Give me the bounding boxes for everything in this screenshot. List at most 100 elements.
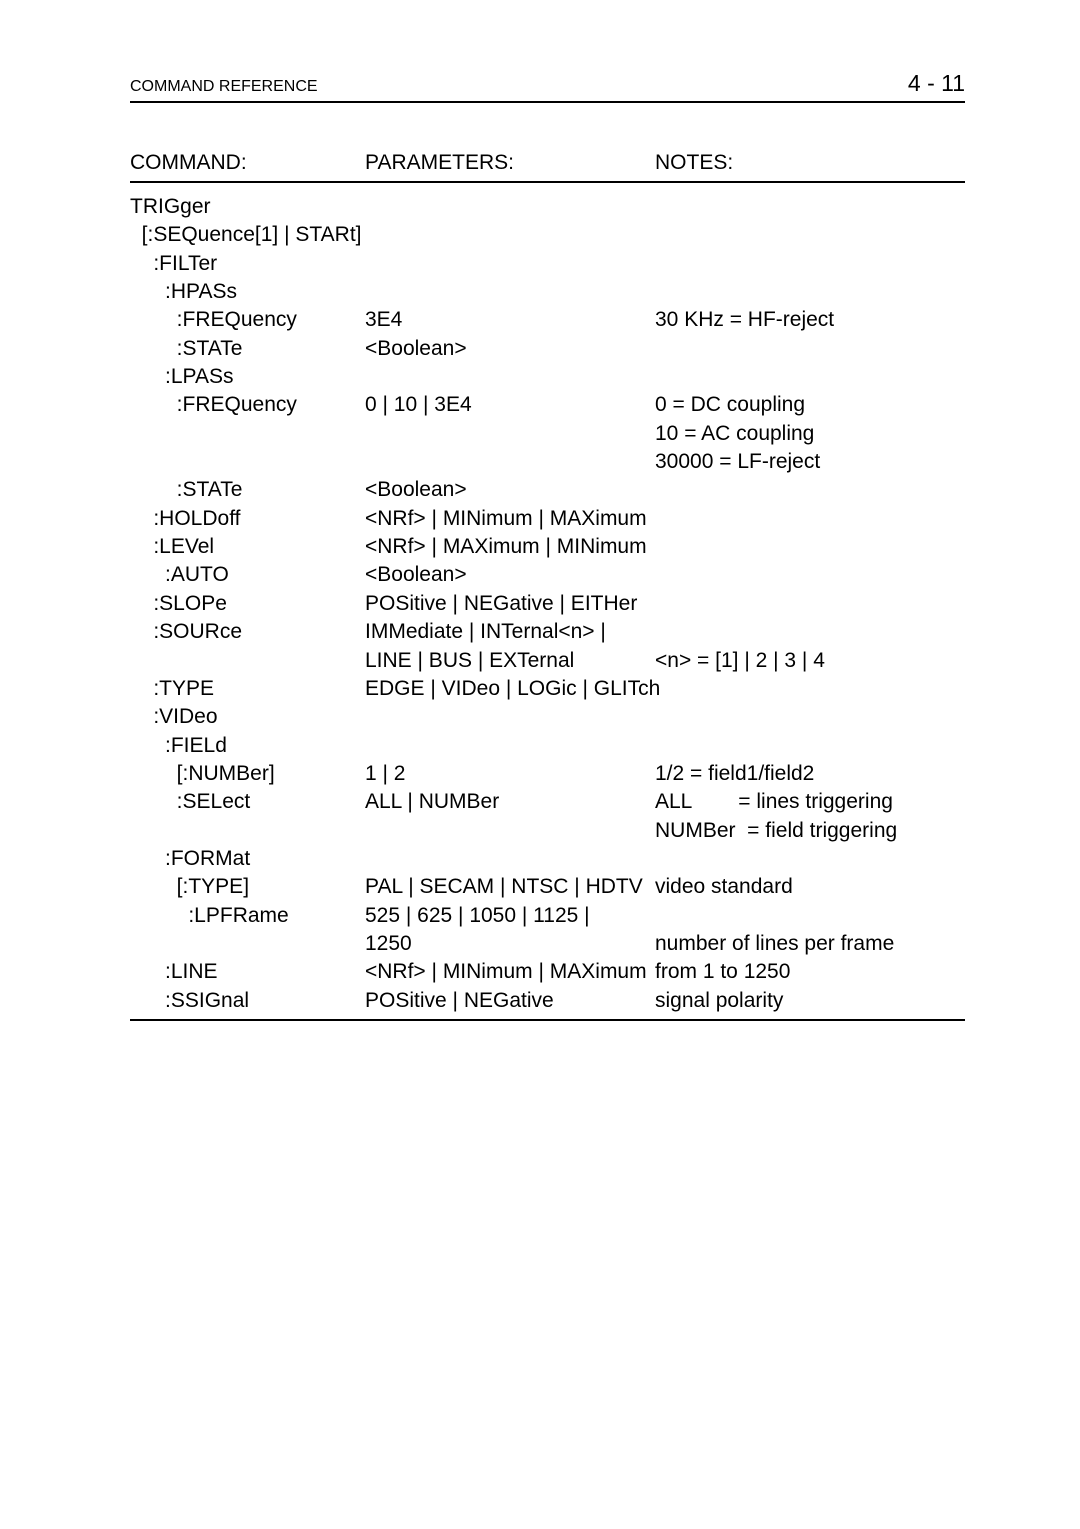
cell-notes <box>655 193 965 221</box>
table-row: :SLOPePOSitive | NEGative | EITHer <box>130 590 965 618</box>
page-header: COMMAND REFERENCE 4 - 11 <box>130 70 965 103</box>
cell-parameters <box>365 250 655 278</box>
cell-parameters: POSitive | NEGative | EITHer <box>365 590 655 618</box>
table-row: :SSIGnalPOSitive | NEGativesignal polari… <box>130 987 965 1015</box>
header-title: COMMAND REFERENCE <box>130 78 318 96</box>
table-row: :FILTer <box>130 250 965 278</box>
cell-parameters: <Boolean> <box>365 476 655 504</box>
cell-notes <box>655 703 965 731</box>
cell-command: :SLOPe <box>130 590 365 618</box>
cell-command: :AUTO <box>130 561 365 589</box>
table-row: TRIGger <box>130 193 965 221</box>
cell-command: :FORMat <box>130 845 365 873</box>
cell-command: :SOURce <box>130 618 365 646</box>
table-bottom-rule <box>130 1019 965 1021</box>
cell-notes: 30 KHz = HF-reject <box>655 306 965 334</box>
cell-command <box>130 448 365 476</box>
table-row: :SOURceIMMediate | INTernal<n> | <box>130 618 965 646</box>
cell-command: :HOLDoff <box>130 505 365 533</box>
cell-command: :TYPE <box>130 675 365 703</box>
cell-parameters: ALL | NUMBer <box>365 788 655 816</box>
cell-parameters: PAL | SECAM | NTSC | HDTV <box>365 873 655 901</box>
table-row: 1250number of lines per frame <box>130 930 965 958</box>
col-header-parameters: PARAMETERS: <box>365 151 655 175</box>
cell-notes <box>655 221 965 249</box>
cell-command: :FREQuency <box>130 306 365 334</box>
cell-notes <box>655 590 965 618</box>
cell-parameters <box>365 420 655 448</box>
cell-notes: NUMBer = field triggering <box>655 817 965 845</box>
cell-parameters <box>365 732 655 760</box>
cell-notes <box>655 505 965 533</box>
cell-command: :FILTer <box>130 250 365 278</box>
table-row: :SELectALL | NUMBerALL = lines triggerin… <box>130 788 965 816</box>
col-header-notes: NOTES: <box>655 151 965 175</box>
cell-parameters <box>365 278 655 306</box>
col-header-command: COMMAND: <box>130 151 365 175</box>
table-row: :FREQuency3E430 KHz = HF-reject <box>130 306 965 334</box>
cell-notes <box>655 618 965 646</box>
cell-parameters: 0 | 10 | 3E4 <box>365 391 655 419</box>
cell-command: TRIGger <box>130 193 365 221</box>
cell-command: :LPASs <box>130 363 365 391</box>
cell-notes <box>655 902 965 930</box>
cell-notes: 1/2 = field1/field2 <box>655 760 965 788</box>
cell-notes <box>655 363 965 391</box>
cell-command: :SELect <box>130 788 365 816</box>
table-row: :TYPEEDGE | VIDeo | LOGic | GLITch <box>130 675 965 703</box>
cell-command: :VIDeo <box>130 703 365 731</box>
cell-notes <box>655 335 965 363</box>
cell-parameters: 3E4 <box>365 306 655 334</box>
table-row: :STATe<Boolean> <box>130 476 965 504</box>
cell-notes: 30000 = LF-reject <box>655 448 965 476</box>
cell-notes: ALL = lines triggering <box>655 788 965 816</box>
table-row: :FIELd <box>130 732 965 760</box>
cell-notes <box>660 675 965 703</box>
cell-command <box>130 420 365 448</box>
table-row: :HOLDoff<NRf> | MINimum | MAXimum <box>130 505 965 533</box>
cell-command: :STATe <box>130 335 365 363</box>
cell-notes: <n> = [1] | 2 | 3 | 4 <box>655 647 965 675</box>
table-row: LINE | BUS | EXTernal<n> = [1] | 2 | 3 |… <box>130 647 965 675</box>
cell-command <box>130 930 365 958</box>
cell-notes <box>655 561 965 589</box>
cell-parameters <box>365 703 655 731</box>
cell-notes <box>655 278 965 306</box>
cell-notes: video standard <box>655 873 965 901</box>
table-body: TRIGger [:SEQuence[1] | STARt] :FILTer :… <box>130 193 965 1015</box>
table-row: :FORMat <box>130 845 965 873</box>
cell-command: :STATe <box>130 476 365 504</box>
cell-parameters: 1250 <box>365 930 655 958</box>
cell-parameters: <Boolean> <box>365 561 655 589</box>
cell-notes <box>655 476 965 504</box>
cell-parameters: 1 | 2 <box>365 760 655 788</box>
cell-command: :LINE <box>130 958 365 986</box>
cell-parameters: IMMediate | INTernal<n> | <box>365 618 655 646</box>
table-row: :FREQuency0 | 10 | 3E40 = DC coupling <box>130 391 965 419</box>
cell-notes: from 1 to 1250 <box>655 958 965 986</box>
cell-parameters: <Boolean> <box>365 335 655 363</box>
cell-parameters <box>365 221 655 249</box>
cell-command: [:SEQuence[1] | STARt] <box>130 221 365 249</box>
table-row: :VIDeo <box>130 703 965 731</box>
cell-command: :HPASs <box>130 278 365 306</box>
cell-command: :SSIGnal <box>130 987 365 1015</box>
table-row: :LEVel<NRf> | MAXimum | MINimum <box>130 533 965 561</box>
cell-command: :FREQuency <box>130 391 365 419</box>
page: COMMAND REFERENCE 4 - 11 COMMAND: PARAME… <box>0 0 1080 1529</box>
cell-notes <box>655 732 965 760</box>
cell-parameters <box>365 363 655 391</box>
cell-parameters: POSitive | NEGative <box>365 987 655 1015</box>
cell-command: :FIELd <box>130 732 365 760</box>
cell-command <box>130 817 365 845</box>
table-row: :HPASs <box>130 278 965 306</box>
cell-command: [:TYPE] <box>130 873 365 901</box>
cell-notes <box>655 845 965 873</box>
cell-notes: signal polarity <box>655 987 965 1015</box>
cell-notes: 0 = DC coupling <box>655 391 965 419</box>
cell-notes: number of lines per frame <box>655 930 965 958</box>
cell-command: [:NUMBer] <box>130 760 365 788</box>
cell-parameters <box>365 845 655 873</box>
table-row: :LPFRame525 | 625 | 1050 | 1125 | <box>130 902 965 930</box>
cell-notes <box>655 250 965 278</box>
